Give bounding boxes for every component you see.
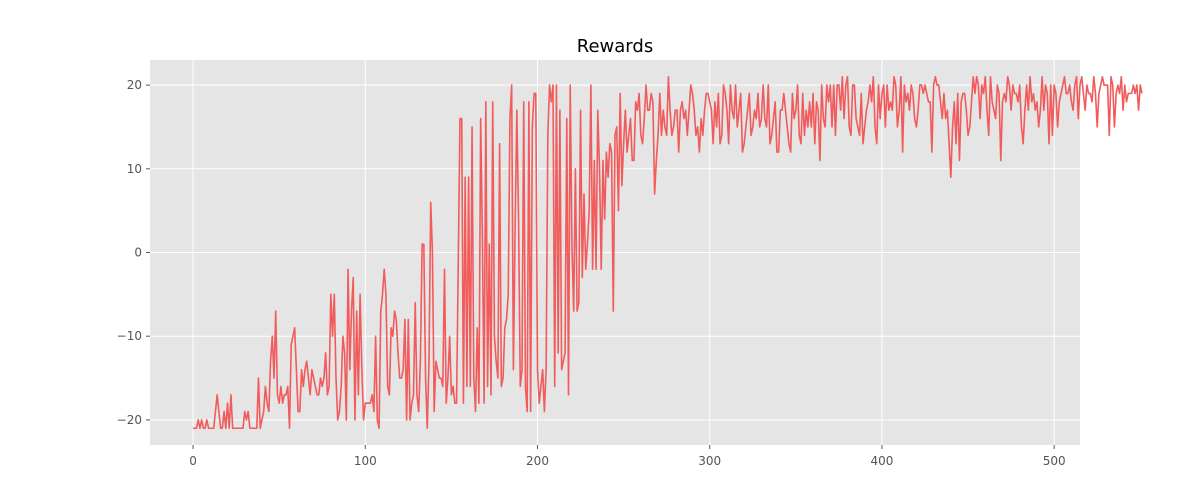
x-tick-label: 100 [354, 454, 377, 468]
y-tick-label: 20 [127, 78, 142, 92]
y-tick-label: −10 [117, 329, 142, 343]
rewards-series-line [193, 75, 1143, 430]
x-tick-label: 300 [698, 454, 721, 468]
axis-ticks: 0 100 200 300 400 500 −20 −10 0 10 20 [117, 78, 1066, 468]
x-tick-label: 200 [526, 454, 549, 468]
x-tick-label: 400 [870, 454, 893, 468]
chart-title: Rewards [577, 36, 653, 57]
y-tick-label: −20 [117, 413, 142, 427]
y-tick-label: 10 [127, 162, 142, 176]
x-tick-label: 0 [189, 454, 197, 468]
x-tick-label: 500 [1043, 454, 1066, 468]
y-tick-label: 0 [134, 246, 142, 260]
series-layer [193, 75, 1143, 430]
